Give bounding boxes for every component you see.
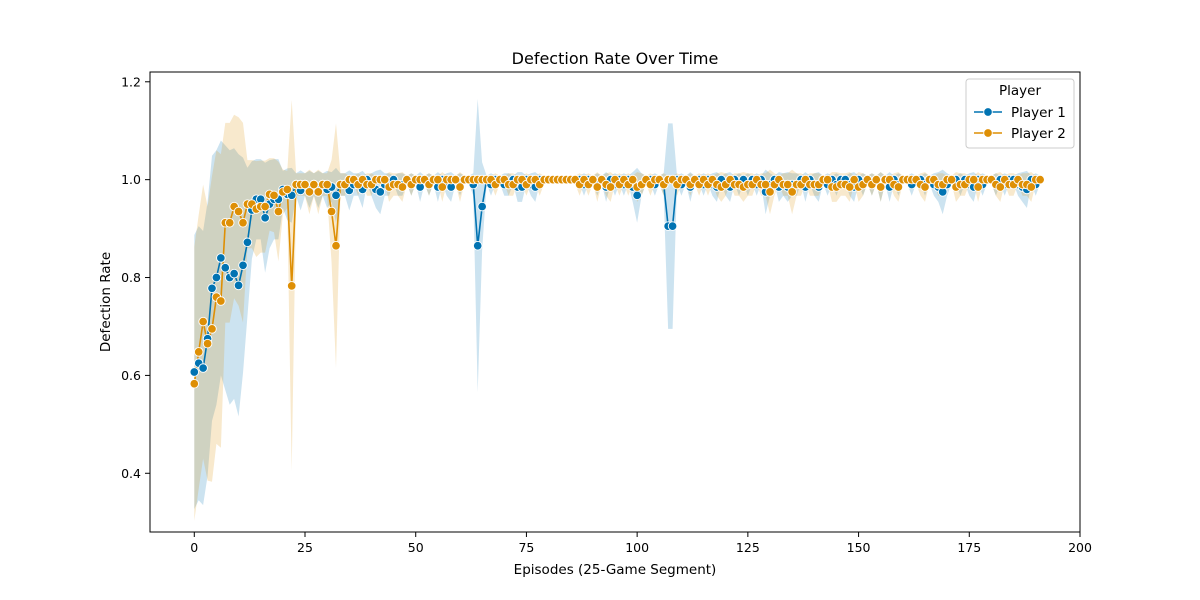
series-line-1 bbox=[193, 177, 1041, 373]
data-point bbox=[207, 283, 217, 294]
data-point bbox=[627, 174, 638, 185]
y-tick-label: 1.2 bbox=[121, 74, 141, 89]
confidence-band-1 bbox=[194, 98, 1041, 510]
data-point bbox=[229, 268, 239, 279]
data-point bbox=[322, 179, 332, 190]
y-axis-label: Defection Rate bbox=[98, 252, 114, 352]
legend-label: Player 2 bbox=[1011, 126, 1066, 142]
data-point bbox=[849, 174, 859, 185]
data-point bbox=[920, 182, 930, 192]
data-point bbox=[313, 187, 324, 197]
data-point bbox=[242, 237, 253, 248]
data-point bbox=[375, 187, 386, 197]
y-tick-label: 1.0 bbox=[121, 172, 141, 187]
data-point bbox=[233, 206, 244, 217]
chart-title: Defection Rate Over Time bbox=[512, 49, 719, 68]
data-point bbox=[207, 324, 217, 334]
series-line-2 bbox=[193, 178, 1041, 384]
data-point bbox=[326, 206, 337, 217]
series-markers-2 bbox=[189, 174, 1045, 389]
data-point bbox=[216, 253, 226, 263]
data-point bbox=[1035, 174, 1045, 185]
legend-title: Player bbox=[999, 83, 1041, 99]
confidence-bands bbox=[194, 98, 1041, 521]
legend-marker bbox=[983, 107, 993, 117]
data-point bbox=[477, 201, 487, 212]
data-point bbox=[667, 221, 678, 231]
x-tick-label: 200 bbox=[1068, 540, 1092, 555]
y-tick-label: 0.8 bbox=[121, 270, 141, 285]
legend-label: Player 1 bbox=[1011, 105, 1066, 121]
data-point bbox=[211, 272, 222, 283]
data-point bbox=[193, 347, 204, 357]
data-point bbox=[273, 206, 284, 217]
y-tick-label: 0.6 bbox=[121, 368, 141, 383]
data-point bbox=[379, 174, 390, 185]
x-tick-label: 25 bbox=[297, 540, 313, 555]
legend-marker bbox=[983, 128, 993, 138]
x-axis: 0 25 50 75 100 125 150 175 200 bbox=[190, 532, 1092, 555]
data-point bbox=[472, 240, 483, 251]
data-point bbox=[437, 182, 448, 192]
data-point bbox=[260, 201, 270, 212]
data-point bbox=[189, 378, 200, 389]
series-group bbox=[189, 174, 1045, 389]
data-point bbox=[331, 190, 341, 201]
data-point bbox=[632, 190, 642, 201]
y-tick-label: 0.4 bbox=[121, 466, 141, 481]
data-point bbox=[592, 182, 603, 192]
x-tick-label: 100 bbox=[625, 540, 649, 555]
data-point bbox=[995, 182, 1006, 192]
data-point bbox=[875, 182, 886, 192]
data-point bbox=[286, 281, 297, 291]
data-point bbox=[202, 338, 213, 349]
data-point bbox=[822, 174, 833, 185]
data-point bbox=[198, 363, 208, 373]
data-point bbox=[331, 240, 341, 251]
x-tick-label: 75 bbox=[518, 540, 534, 555]
x-tick-label: 125 bbox=[736, 540, 760, 555]
data-point bbox=[605, 182, 616, 192]
x-axis-label: Episodes (25-Game Segment) bbox=[514, 562, 717, 578]
data-point bbox=[787, 187, 797, 197]
y-axis: 0.4 0.6 0.8 1.0 1.2 bbox=[121, 74, 150, 481]
confidence-band-2 bbox=[194, 99, 1041, 521]
data-point bbox=[455, 182, 465, 192]
data-point bbox=[973, 182, 983, 192]
data-point bbox=[260, 213, 270, 223]
legend-box bbox=[965, 78, 1075, 149]
data-point bbox=[238, 217, 248, 228]
data-point bbox=[269, 190, 279, 201]
data-point bbox=[282, 184, 293, 195]
data-point bbox=[189, 367, 200, 377]
x-tick-label: 175 bbox=[957, 540, 981, 555]
x-tick-label: 0 bbox=[190, 540, 198, 555]
data-point bbox=[238, 260, 248, 271]
x-tick-label: 50 bbox=[408, 540, 424, 555]
data-point bbox=[198, 316, 208, 327]
data-point bbox=[397, 182, 408, 192]
legend: Player Player 1 Player 2 bbox=[965, 78, 1075, 149]
data-point bbox=[765, 187, 775, 197]
data-point bbox=[1026, 182, 1037, 192]
data-point bbox=[224, 217, 235, 228]
data-point bbox=[216, 296, 226, 306]
data-point bbox=[220, 262, 231, 273]
data-point bbox=[233, 280, 244, 291]
data-point bbox=[946, 174, 957, 185]
x-tick-label: 150 bbox=[847, 540, 871, 555]
plot-frame bbox=[149, 71, 1081, 533]
data-point bbox=[893, 182, 904, 192]
